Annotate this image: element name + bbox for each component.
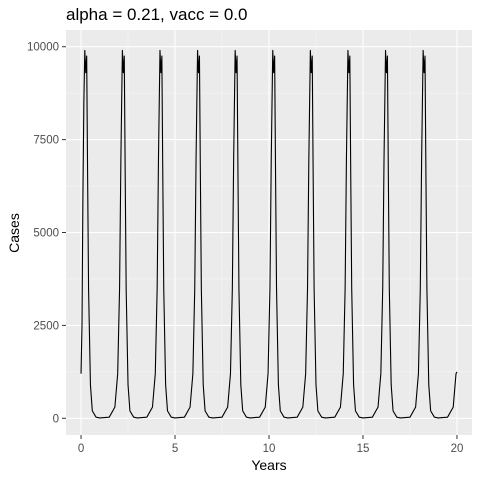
y-tick-label: 10000: [27, 42, 59, 54]
x-axis-ticks: 0 5 10 15 20: [78, 435, 464, 455]
chart-title: alpha = 0.21, vacc = 0.0: [66, 5, 247, 24]
y-tick-label: 2500: [33, 320, 59, 332]
y-tick-label: 0: [53, 413, 59, 425]
y-axis-title: Cases: [6, 213, 22, 253]
x-tick-label: 10: [263, 443, 276, 455]
y-tick-label: 7500: [33, 135, 59, 147]
y-tick-label: 5000: [33, 228, 59, 240]
x-tick-label: 15: [357, 443, 370, 455]
y-axis-ticks: 0 2500 5000 7500 10000: [27, 42, 66, 425]
series-line-cases: [80, 49, 458, 419]
series-layer: [80, 49, 458, 419]
x-tick-label: 5: [172, 443, 178, 455]
x-tick-label: 0: [78, 443, 84, 455]
x-axis-title: Years: [251, 457, 286, 473]
x-tick-label: 20: [451, 443, 464, 455]
